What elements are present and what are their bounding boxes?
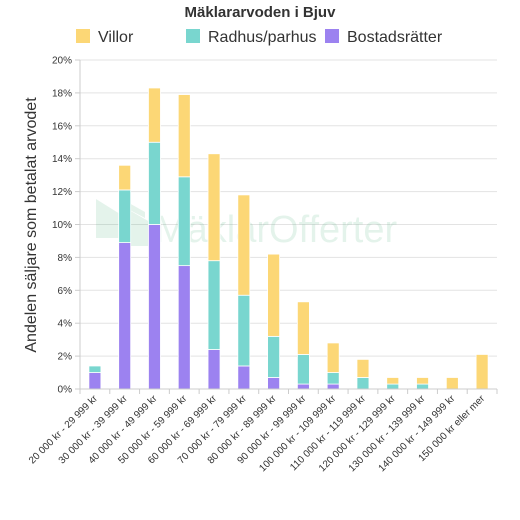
bars	[88, 87, 489, 390]
bar-segment	[118, 189, 132, 243]
bar-segment	[237, 194, 251, 296]
bar-segment	[237, 294, 251, 367]
bar-segment	[177, 176, 191, 267]
y-tick-label: 16%	[52, 121, 72, 132]
y-tick-label: 10%	[52, 220, 72, 231]
y-axis-label: Andelen säljare som betalat arvodet	[23, 97, 40, 353]
y-tick-label: 18%	[52, 88, 72, 99]
bar-segment	[296, 354, 310, 385]
bar-segment	[326, 372, 340, 385]
bar-segment	[148, 224, 161, 390]
bar-segment	[118, 242, 132, 390]
y-tick-label: 4%	[58, 319, 73, 330]
bar-segment	[148, 87, 161, 143]
bar-segment	[207, 260, 221, 350]
y-axis: 0% 2% 4% 6% 8% 10% 12% 14% 16% 18% 20%	[52, 56, 81, 396]
bar-segment	[88, 365, 102, 373]
bar-segment	[177, 265, 191, 390]
bar-segment	[148, 141, 161, 225]
y-tick-label: 6%	[58, 286, 73, 297]
bar-segment	[445, 377, 459, 390]
y-tick-label: 0%	[58, 385, 73, 396]
chart-title: Mäklararvoden i Bjuv	[185, 4, 337, 21]
legend-swatch	[76, 29, 90, 43]
y-tick-label: 14%	[52, 154, 72, 165]
legend-swatch	[186, 29, 200, 43]
y-tick-label: 20%	[52, 56, 72, 67]
bar-segment	[207, 349, 221, 390]
bar-segment	[356, 358, 370, 378]
bar-segment	[88, 372, 102, 390]
bar-segment	[356, 377, 370, 390]
legend-label: Villor	[98, 29, 134, 46]
bar-segment	[416, 383, 429, 390]
bar-segment	[267, 377, 281, 390]
bar-segment	[267, 253, 281, 337]
bar-segment	[118, 164, 132, 191]
bar-segment	[296, 301, 310, 355]
bar-segment	[237, 365, 251, 390]
bar-segment	[326, 342, 340, 373]
bar-segment	[267, 335, 281, 378]
y-tick-label: 2%	[58, 352, 73, 363]
watermark-text: MäklarOfferter	[155, 209, 397, 251]
bar-segment	[177, 94, 191, 178]
legend: Villor Radhus/parhus Bostadsrätter	[76, 29, 443, 46]
legend-label: Radhus/parhus	[208, 29, 317, 46]
bar-segment	[475, 354, 489, 390]
bar-segment	[326, 383, 340, 390]
bar-segment	[207, 153, 221, 262]
legend-label: Bostadsrätter	[347, 29, 443, 46]
bar-segment	[386, 383, 400, 390]
bar-segment	[296, 383, 310, 390]
bar-segment	[386, 377, 400, 385]
y-tick-label: 12%	[52, 187, 72, 198]
y-tick-label: 8%	[58, 253, 73, 264]
bar-segment	[416, 377, 429, 385]
legend-swatch	[325, 29, 339, 43]
